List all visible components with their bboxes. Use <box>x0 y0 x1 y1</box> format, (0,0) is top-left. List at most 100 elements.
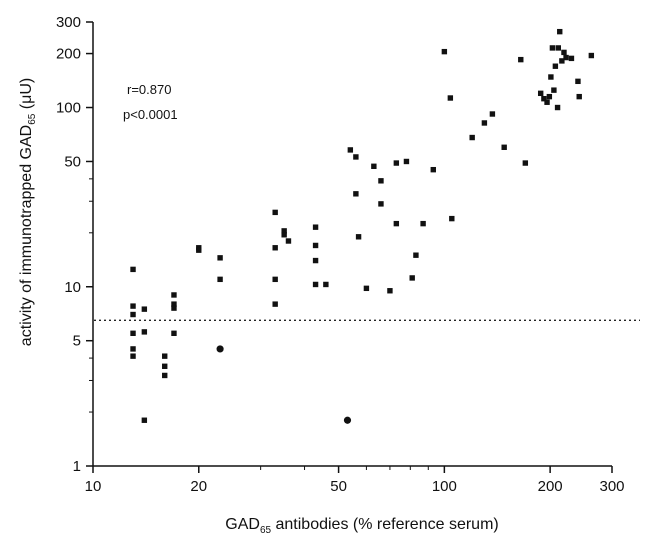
data-point <box>378 178 384 184</box>
data-point <box>285 238 292 244</box>
axes <box>92 22 612 467</box>
data-point <box>537 90 544 97</box>
y-axis-title-subscript: 65 <box>27 113 38 125</box>
data-point <box>217 255 223 261</box>
data-point <box>549 45 556 51</box>
y-tick-label: 10 <box>64 279 81 296</box>
data-point <box>171 292 177 298</box>
x-tick-label: 20 <box>190 478 207 495</box>
y-tick-label: 300 <box>56 14 81 31</box>
data-point <box>409 275 415 281</box>
data-point <box>171 305 177 311</box>
y-tick-label: 1 <box>73 458 81 475</box>
data-point <box>162 353 168 359</box>
data-point <box>541 95 547 102</box>
data-point <box>420 220 426 227</box>
data-point <box>141 329 148 335</box>
data-point <box>554 104 561 111</box>
data-point <box>403 158 410 165</box>
x-tick-label: 200 <box>538 478 563 495</box>
y-axis-title-pre: activity of immunotrapped GAD <box>18 125 35 346</box>
data-point <box>130 330 136 336</box>
data-point <box>130 303 136 309</box>
data-point <box>272 209 278 216</box>
y-tick-label: 50 <box>64 153 81 170</box>
data-point <box>130 266 136 273</box>
y-axis-title-post: (μU) <box>18 78 35 114</box>
data-point <box>355 234 362 240</box>
data-point <box>489 111 496 117</box>
x-axis-title-subscript: 65 <box>260 525 272 536</box>
data-point <box>141 306 148 312</box>
y-tick-label: 5 <box>73 333 81 350</box>
data-point <box>555 45 561 51</box>
data-point <box>312 257 319 264</box>
data-point <box>559 58 565 64</box>
data-point <box>449 215 455 222</box>
data-point <box>551 87 557 93</box>
data-point <box>548 74 554 80</box>
data-point <box>378 201 384 207</box>
data-point <box>387 288 393 294</box>
y-axis-ticks: 1 5 10 50 100 200 300 <box>56 14 93 475</box>
data-point <box>312 281 319 288</box>
data-points <box>130 28 595 424</box>
data-point <box>171 301 177 307</box>
data-point <box>272 245 278 251</box>
x-tick-label: 10 <box>85 478 102 495</box>
data-point <box>130 346 136 352</box>
x-tick-label: 50 <box>330 478 347 495</box>
data-point <box>413 252 419 258</box>
data-point <box>481 120 488 126</box>
y-axis-title: activity of immunotrapped GAD65 (μU) <box>18 78 38 346</box>
p-value-annotation: p<0.0001 <box>123 107 178 122</box>
correlation-annotation: r=0.870 <box>127 82 171 97</box>
data-point <box>141 417 148 423</box>
data-point <box>544 99 550 105</box>
data-point <box>312 224 319 230</box>
data-point <box>312 242 319 249</box>
data-point <box>347 147 354 153</box>
data-point <box>162 372 168 379</box>
data-point <box>393 220 400 227</box>
data-point <box>130 311 136 318</box>
x-axis-ticks: 10 20 50 100 200 300 <box>85 466 625 495</box>
data-point <box>441 48 448 55</box>
data-point <box>130 353 136 359</box>
data-point <box>588 52 595 59</box>
data-point <box>171 330 177 336</box>
data-point <box>393 160 400 166</box>
data-point <box>196 247 202 253</box>
data-point <box>557 28 563 35</box>
data-point <box>162 363 168 369</box>
data-point-circle <box>216 345 224 353</box>
data-point <box>353 154 359 160</box>
data-point <box>563 54 569 61</box>
data-point <box>552 63 559 69</box>
data-point <box>561 49 567 56</box>
data-point <box>522 160 529 166</box>
data-point <box>568 55 575 62</box>
x-axis-title: GAD65 antibodies (% reference serum) <box>225 516 498 536</box>
data-point <box>371 163 377 169</box>
data-point <box>501 144 507 150</box>
data-point <box>353 191 359 197</box>
x-tick-label: 300 <box>599 478 624 495</box>
data-point <box>575 78 581 85</box>
data-point <box>469 134 475 141</box>
data-point <box>430 166 436 173</box>
data-point <box>272 301 278 307</box>
data-point <box>281 228 287 234</box>
data-point <box>323 281 329 288</box>
data-point <box>518 56 524 63</box>
x-axis-title-post: antibodies (% reference serum) <box>271 516 499 533</box>
data-point <box>576 93 582 100</box>
data-point <box>447 95 454 101</box>
data-point <box>546 93 553 100</box>
x-axis-title-pre: GAD <box>225 516 260 533</box>
y-tick-label: 200 <box>56 46 81 63</box>
x-tick-label: 100 <box>432 478 457 495</box>
data-point <box>217 276 223 283</box>
data-point-circle <box>343 416 352 424</box>
